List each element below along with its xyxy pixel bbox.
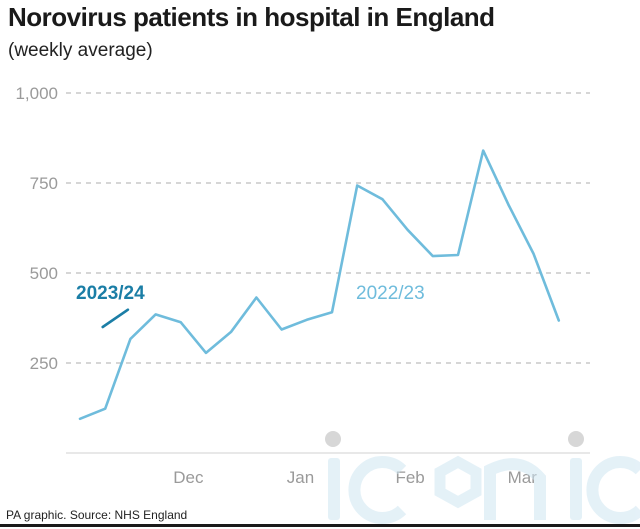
- y-tick-label: 250: [30, 354, 58, 373]
- x-tick-label: Feb: [395, 468, 424, 487]
- source-credit: PA graphic. Source: NHS England: [6, 508, 188, 522]
- series-label: 2023/24: [76, 283, 145, 304]
- series-line-2023-24: [101, 308, 130, 329]
- series-line-2022-23: [78, 149, 561, 421]
- chart-subtitle: (weekly average): [8, 40, 153, 61]
- x-tick-label: Jan: [287, 468, 314, 487]
- y-tick-label: 500: [30, 264, 58, 283]
- watermark-logo: [325, 431, 640, 524]
- chart-title: Norovirus patients in hospital in Englan…: [8, 2, 495, 32]
- y-tick-label: 750: [30, 174, 58, 193]
- series-label: 2022/23: [356, 283, 425, 304]
- y-tick-label: 1,000: [15, 84, 58, 103]
- x-tick-label: Dec: [173, 468, 204, 487]
- footer-rule: [0, 524, 640, 527]
